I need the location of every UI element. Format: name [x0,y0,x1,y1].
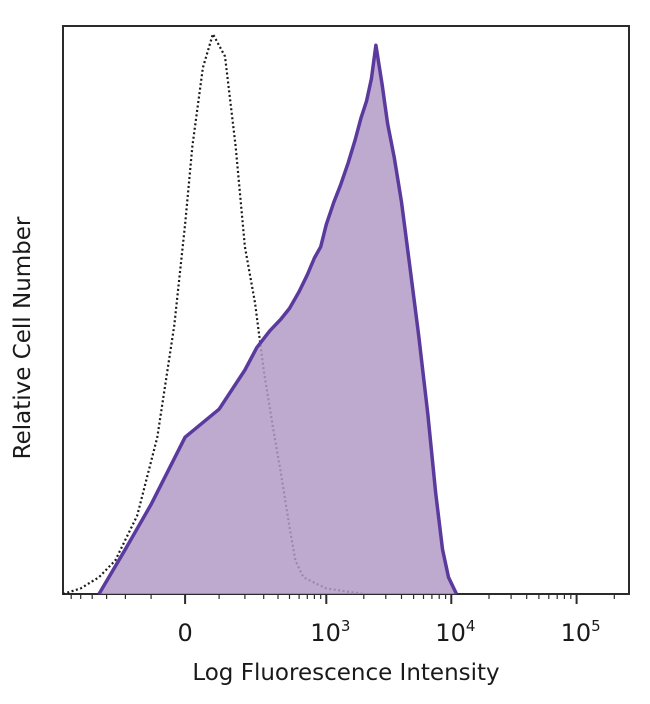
sample-histogram-outline [97,43,459,595]
x-axis-label: Log Fluorescence Intensity [192,660,499,686]
plot-layer [62,31,459,596]
x-tick-label: 105 [561,617,601,647]
x-tick-label: 0 [177,619,192,647]
y-axis-label: Relative Cell Number [10,216,36,459]
x-axis-tick-labels: 0 103 104 105 [177,617,600,647]
control-histogram-outline [62,31,364,596]
x-tick-label: 104 [435,617,475,647]
x-tick-label: 103 [310,617,350,647]
sample-histogram-fill [99,45,457,594]
x-axis-ticks [70,594,615,604]
